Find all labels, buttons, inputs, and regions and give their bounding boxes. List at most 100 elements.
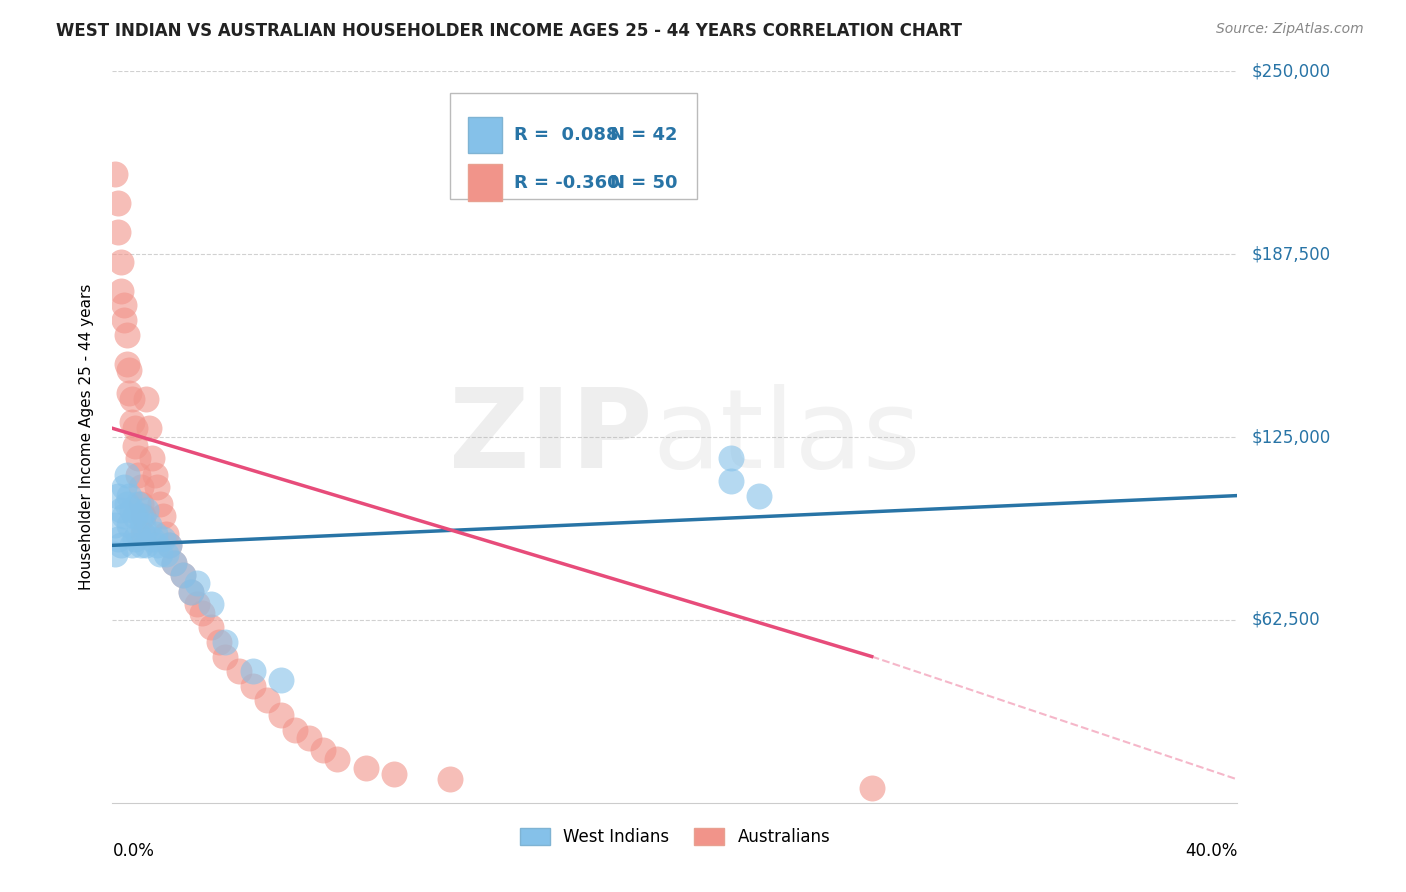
Point	[118, 386, 141, 401]
Point	[124, 439, 146, 453]
Point	[270, 708, 292, 723]
Point	[110, 254, 132, 268]
Point	[104, 167, 127, 181]
Point	[127, 450, 149, 465]
Point	[270, 673, 292, 687]
Point	[180, 585, 202, 599]
Point	[312, 743, 335, 757]
Point	[284, 723, 307, 737]
Point	[214, 649, 236, 664]
Point	[191, 606, 214, 620]
Point	[112, 298, 135, 312]
Point	[860, 781, 883, 796]
Point	[152, 533, 174, 547]
Point	[132, 526, 155, 541]
Point	[748, 489, 770, 503]
Point	[149, 497, 172, 511]
Point	[132, 509, 155, 524]
Point	[110, 284, 132, 298]
Point	[124, 509, 146, 524]
Point	[186, 576, 208, 591]
Point	[720, 450, 742, 465]
Point	[129, 509, 152, 524]
Y-axis label: Householder Income Ages 25 - 44 years: Householder Income Ages 25 - 44 years	[79, 284, 94, 591]
Point	[172, 567, 194, 582]
Point	[439, 772, 461, 787]
Point	[242, 664, 264, 678]
Point	[112, 313, 135, 327]
Text: $62,500: $62,500	[1251, 611, 1320, 629]
Point	[115, 357, 138, 371]
Point	[152, 509, 174, 524]
Text: ZIP: ZIP	[449, 384, 652, 491]
Text: 0.0%: 0.0%	[112, 842, 155, 860]
Point	[135, 392, 157, 406]
Point	[127, 526, 149, 541]
Point	[135, 503, 157, 517]
Point	[112, 509, 135, 524]
Point	[107, 196, 129, 211]
Point	[127, 468, 149, 483]
Point	[132, 517, 155, 532]
Text: $125,000: $125,000	[1251, 428, 1330, 446]
Legend: West Indians, Australians: West Indians, Australians	[513, 822, 837, 853]
Point	[146, 480, 169, 494]
Point	[720, 474, 742, 488]
Point	[186, 597, 208, 611]
Point	[157, 538, 180, 552]
Point	[228, 664, 250, 678]
Text: WEST INDIAN VS AUSTRALIAN HOUSEHOLDER INCOME AGES 25 - 44 YEARS CORRELATION CHAR: WEST INDIAN VS AUSTRALIAN HOUSEHOLDER IN…	[56, 22, 962, 40]
Point	[121, 538, 143, 552]
Point	[129, 480, 152, 494]
Point	[104, 547, 127, 561]
Point	[115, 327, 138, 342]
Point	[180, 585, 202, 599]
Point	[110, 503, 132, 517]
Point	[118, 489, 141, 503]
Point	[354, 761, 377, 775]
Point	[157, 538, 180, 552]
Point	[118, 517, 141, 532]
Point	[121, 392, 143, 406]
Text: N = 42: N = 42	[610, 126, 678, 144]
Point	[121, 416, 143, 430]
Point	[129, 538, 152, 552]
Point	[143, 526, 166, 541]
Point	[107, 225, 129, 239]
Point	[115, 468, 138, 483]
Point	[382, 766, 405, 780]
Point	[163, 556, 186, 570]
Point	[298, 731, 321, 746]
Point	[149, 547, 172, 561]
Point	[143, 468, 166, 483]
Point	[135, 538, 157, 552]
Text: R =  0.088: R = 0.088	[515, 126, 619, 144]
Point	[200, 620, 222, 634]
Point	[214, 635, 236, 649]
Point	[141, 533, 163, 547]
Point	[121, 503, 143, 517]
Text: atlas: atlas	[652, 384, 921, 491]
FancyBboxPatch shape	[450, 94, 697, 200]
Point	[129, 497, 152, 511]
Point	[124, 421, 146, 435]
Text: $250,000: $250,000	[1251, 62, 1330, 80]
Point	[124, 533, 146, 547]
Point	[256, 693, 278, 707]
Point	[107, 533, 129, 547]
Point	[112, 480, 135, 494]
Point	[115, 497, 138, 511]
FancyBboxPatch shape	[468, 164, 502, 201]
Text: Source: ZipAtlas.com: Source: ZipAtlas.com	[1216, 22, 1364, 37]
Point	[172, 567, 194, 582]
Point	[138, 517, 160, 532]
Point	[138, 421, 160, 435]
FancyBboxPatch shape	[468, 117, 502, 153]
Text: N = 50: N = 50	[610, 174, 678, 192]
Point	[127, 497, 149, 511]
Point	[155, 526, 177, 541]
Text: $187,500: $187,500	[1251, 245, 1330, 263]
Point	[118, 363, 141, 377]
Point	[326, 752, 349, 766]
Point	[200, 597, 222, 611]
